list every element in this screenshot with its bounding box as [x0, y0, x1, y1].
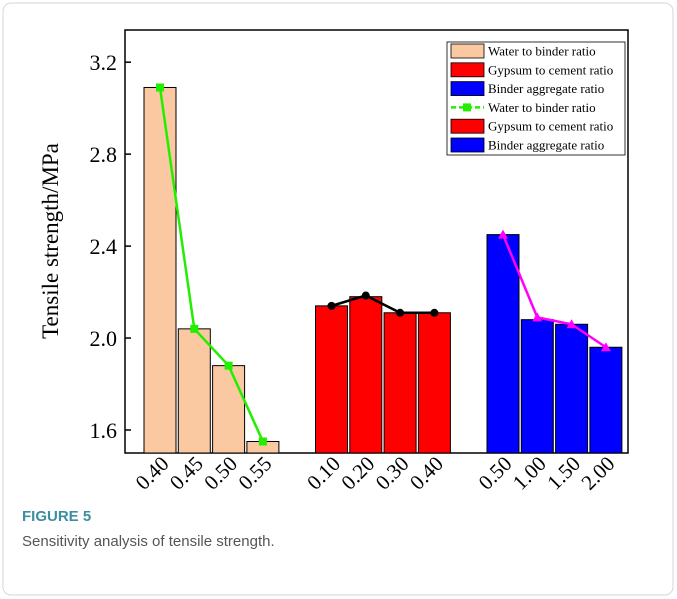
- legend-label: Binder aggregate ratio: [488, 81, 604, 96]
- bar: [589, 346, 623, 454]
- legend-marker: [463, 103, 471, 112]
- bar: [417, 312, 451, 454]
- bar: [555, 323, 589, 454]
- bar: [212, 365, 246, 454]
- point: [224, 361, 233, 370]
- bar: [315, 305, 348, 454]
- legend-swatch: [450, 137, 485, 153]
- point: [258, 437, 267, 446]
- legend-label: Binder aggregate ratio: [488, 138, 604, 153]
- legend-box: [446, 41, 626, 156]
- point: [430, 308, 439, 317]
- legend-swatch: [450, 43, 485, 59]
- legend-swatch: [450, 118, 485, 134]
- y-tick-label: 2.0: [90, 326, 118, 351]
- point: [498, 229, 508, 239]
- point: [327, 301, 336, 310]
- bar: [177, 328, 211, 454]
- y-tick-label: 1.6: [90, 418, 118, 443]
- point: [190, 324, 199, 333]
- point: [156, 83, 164, 92]
- y-tick-label: 2.8: [90, 142, 118, 167]
- point: [566, 319, 577, 329]
- bar: [383, 312, 417, 454]
- legend-label: Water to binder ratio: [488, 100, 596, 115]
- bar: [349, 296, 383, 454]
- line: [331, 294, 435, 315]
- point: [600, 342, 611, 352]
- legend-label: Gypsum to cement ratio: [488, 119, 613, 134]
- legend-swatch: [450, 62, 485, 78]
- point: [532, 312, 543, 322]
- figure-caption: Sensitivity analysis of tensile strength…: [22, 533, 275, 550]
- point: [396, 308, 405, 317]
- figure-label: FIGURE 5: [22, 508, 91, 525]
- legend-swatch: [450, 81, 485, 96]
- bar: [486, 234, 520, 454]
- bar: [143, 86, 177, 454]
- point: [361, 291, 370, 300]
- line: [158, 87, 265, 443]
- legend-label: Water to binder ratio: [488, 44, 596, 59]
- y-tick-label: 2.4: [90, 234, 118, 259]
- bar: [520, 319, 554, 454]
- line: [501, 234, 607, 349]
- y-tick-label: 3.2: [90, 50, 118, 75]
- y-axis-label: Tensile strength/MPa: [38, 143, 63, 339]
- legend-label: Gypsum to cement ratio: [488, 62, 613, 77]
